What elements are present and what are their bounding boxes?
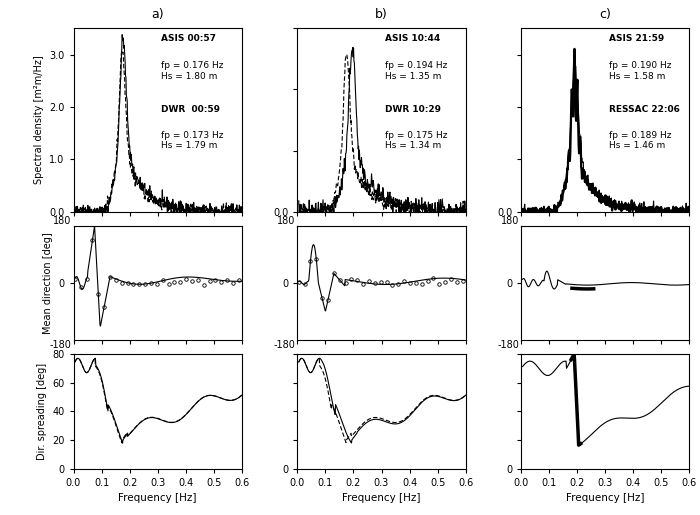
Text: fp = 0.175 Hz
Hs = 1.34 m: fp = 0.175 Hz Hs = 1.34 m <box>385 131 447 150</box>
Text: fp = 0.176 Hz
Hs = 1.80 m: fp = 0.176 Hz Hs = 1.80 m <box>161 61 223 81</box>
Y-axis label: Mean direction [deg]: Mean direction [deg] <box>43 232 52 334</box>
Text: fp = 0.190 Hz
Hs = 1.58 m: fp = 0.190 Hz Hs = 1.58 m <box>609 61 671 81</box>
Text: fp = 0.189 Hz
Hs = 1.46 m: fp = 0.189 Hz Hs = 1.46 m <box>609 131 671 150</box>
Text: b): b) <box>375 8 388 21</box>
Text: fp = 0.194 Hz
Hs = 1.35 m: fp = 0.194 Hz Hs = 1.35 m <box>385 61 447 81</box>
Text: fp = 0.173 Hz
Hs = 1.79 m: fp = 0.173 Hz Hs = 1.79 m <box>161 131 223 150</box>
Text: 180: 180 <box>53 216 72 226</box>
Text: 180: 180 <box>277 216 295 226</box>
Text: RESSAC 22:06: RESSAC 22:06 <box>609 106 680 114</box>
Text: ASIS 00:57: ASIS 00:57 <box>161 34 216 43</box>
Text: DWR  00:59: DWR 00:59 <box>161 106 220 114</box>
Text: 180: 180 <box>501 216 519 226</box>
Text: a): a) <box>151 8 164 21</box>
Text: -180: -180 <box>50 340 72 350</box>
Text: ASIS 21:59: ASIS 21:59 <box>609 34 664 43</box>
Y-axis label: Dir. spreading [deg]: Dir. spreading [deg] <box>36 363 46 460</box>
X-axis label: Frequency [Hz]: Frequency [Hz] <box>566 493 645 503</box>
Text: c): c) <box>599 8 611 21</box>
Text: ASIS 10:44: ASIS 10:44 <box>385 34 440 43</box>
X-axis label: Frequency [Hz]: Frequency [Hz] <box>342 493 421 503</box>
X-axis label: Frequency [Hz]: Frequency [Hz] <box>118 493 197 503</box>
Text: DWR 10:29: DWR 10:29 <box>385 106 441 114</box>
Text: -180: -180 <box>274 340 295 350</box>
Y-axis label: Spectral density [m²m/Hz]: Spectral density [m²m/Hz] <box>34 56 43 184</box>
Text: -180: -180 <box>498 340 519 350</box>
